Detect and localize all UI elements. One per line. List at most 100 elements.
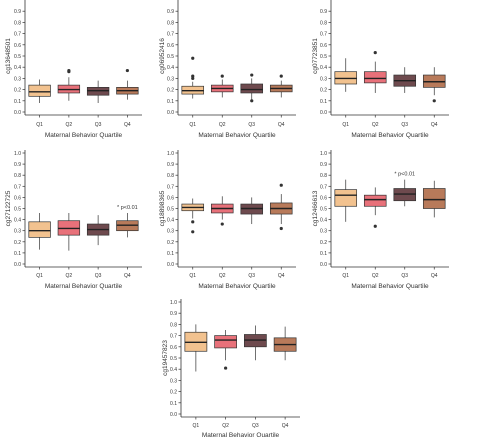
outlier-point (373, 51, 377, 55)
outlier-point (250, 73, 254, 77)
y-tick-label: 0.9 (170, 311, 177, 317)
y-tick-label: 0.0 (14, 262, 21, 268)
x-tick-label: Q4 (282, 423, 289, 429)
box-q2 (57, 68, 81, 101)
y-tick-label: 0.2 (320, 240, 327, 246)
box-q2 (210, 196, 234, 226)
y-tick-label: 0.6 (170, 345, 177, 351)
outlier-point (373, 224, 377, 228)
box-body (240, 83, 264, 94)
y-tick-label: 0.1 (320, 99, 327, 105)
y-tick-label: 0.6 (14, 43, 21, 49)
box-body (422, 188, 446, 209)
x-axis-label: Maternal Behavior Quartile (351, 132, 429, 139)
x-tick-label: Q3 (248, 273, 255, 279)
y-tick-label: 0.4 (167, 65, 174, 71)
boxplot-panel-cg19457823: 0.0 0.1 0.2 0.3 0.4 0.5 0.6 0.7 0.8 0.9 1.0 cg19457… (162, 299, 300, 437)
y-tick-label: 0.3 (14, 76, 21, 82)
box-q4 (269, 74, 293, 98)
y-tick-label: 0.9 (320, 162, 327, 168)
y-tick-label: 0.1 (14, 99, 21, 105)
box-q2 (214, 330, 237, 370)
y-tick-label: 0.3 (320, 229, 327, 235)
box-q4 (116, 68, 139, 100)
outlier-point (191, 230, 195, 234)
y-tick-label: 0.4 (170, 367, 177, 373)
box-q3 (393, 67, 417, 93)
y-tick-label: 0.5 (320, 54, 327, 60)
x-axis-label: Maternal Behavior Quartile (202, 432, 280, 437)
y-tick-label: 0.8 (14, 20, 21, 26)
y-tick-label: 0.1 (170, 401, 177, 407)
y-tick-label: 0.4 (320, 65, 327, 71)
outlier-point (191, 220, 195, 224)
outlier-point (279, 183, 283, 187)
outlier-point (191, 74, 195, 78)
x-axis-label: Maternal Behavior Quartile (45, 132, 123, 139)
y-tick-label: 0.9 (14, 9, 21, 15)
box-q1 (184, 324, 208, 372)
y-axis-label: cg13648501 (5, 38, 12, 74)
y-tick-label: 0.2 (14, 240, 21, 246)
y-tick-label: 0.3 (167, 229, 174, 235)
y-axis-label: cg19457823 (162, 340, 169, 376)
y-tick-label: 0.3 (14, 229, 21, 235)
box-q1 (181, 56, 205, 99)
y-axis-label: cg06952416 (159, 38, 166, 74)
box-q1 (334, 58, 358, 92)
x-tick-label: Q3 (401, 122, 408, 128)
boxplot-panel-cg07723851: 0.0 0.1 0.2 0.3 0.4 0.5 0.6 0.7 0.8 0.9 cg07723851… (312, 0, 449, 139)
x-tick-label: Q1 (342, 273, 349, 279)
y-tick-label: 0.0 (167, 110, 174, 116)
x-tick-label: Q1 (36, 122, 43, 128)
boxplot-panel-cg06952416: 0.0 0.1 0.2 0.3 0.4 0.5 0.6 0.7 0.8 0.9 cg06952416… (159, 0, 296, 139)
outlier-point (432, 99, 436, 103)
x-axis-label: Maternal Behavior Quartile (198, 132, 276, 139)
y-tick-label: 0.8 (14, 173, 21, 179)
y-tick-label: 0.5 (14, 54, 21, 60)
box-body (363, 194, 387, 207)
y-tick-label: 0.5 (320, 207, 327, 213)
y-tick-label: 0.2 (320, 88, 327, 94)
y-tick-label: 0.3 (167, 76, 174, 82)
y-tick-label: 1.0 (320, 151, 327, 157)
x-tick-label: Q1 (342, 122, 349, 128)
y-tick-label: 0.7 (170, 334, 177, 340)
boxplot-panel-cg27122725: 0.0 0.1 0.2 0.3 0.4 0.5 0.6 0.7 0.8 0.9 1.0 cg27122… (5, 150, 142, 290)
x-tick-label: Q4 (124, 122, 131, 128)
x-tick-label: Q2 (66, 122, 73, 128)
outlier-point (125, 68, 129, 73)
x-tick-label: Q2 (219, 122, 226, 128)
x-tick-label: Q3 (95, 122, 102, 128)
y-tick-label: 0.0 (320, 262, 327, 268)
x-tick-label: Q3 (401, 273, 408, 279)
x-tick-label: Q3 (252, 423, 259, 429)
x-tick-label: Q2 (222, 423, 229, 429)
x-tick-label: Q2 (66, 273, 73, 279)
x-tick-label: Q3 (248, 122, 255, 128)
box-q3 (240, 73, 264, 103)
y-tick-label: 0.5 (170, 356, 177, 362)
y-tick-label: 0.5 (167, 207, 174, 213)
y-tick-label: 0.8 (320, 20, 327, 26)
box-q4 (422, 67, 446, 103)
x-tick-label: Q4 (431, 122, 438, 128)
y-tick-label: 0.8 (170, 322, 177, 328)
y-tick-label: 0.4 (14, 218, 21, 224)
outlier-point (191, 76, 195, 80)
y-tick-label: 0.0 (167, 262, 174, 268)
box-body (363, 71, 387, 84)
box-q4 (422, 180, 446, 218)
box-q3 (86, 80, 110, 104)
y-tick-label: 0.6 (167, 195, 174, 201)
significance-annotation: * p<0.01 (394, 172, 415, 178)
y-tick-label: 0.7 (14, 32, 21, 38)
boxplot-panel-cg18898365: 0.0 0.1 0.2 0.3 0.4 0.5 0.6 0.7 0.8 0.9 1.0 cg18898… (159, 150, 296, 290)
y-tick-label: 1.0 (167, 151, 174, 157)
outlier-point (250, 99, 254, 103)
x-tick-label: Q2 (372, 122, 379, 128)
x-tick-label: Q2 (219, 273, 226, 279)
significance-annotation: * p<0.01 (117, 205, 138, 211)
outlier-point (279, 226, 283, 231)
y-axis-label: cg18898365 (159, 190, 166, 226)
